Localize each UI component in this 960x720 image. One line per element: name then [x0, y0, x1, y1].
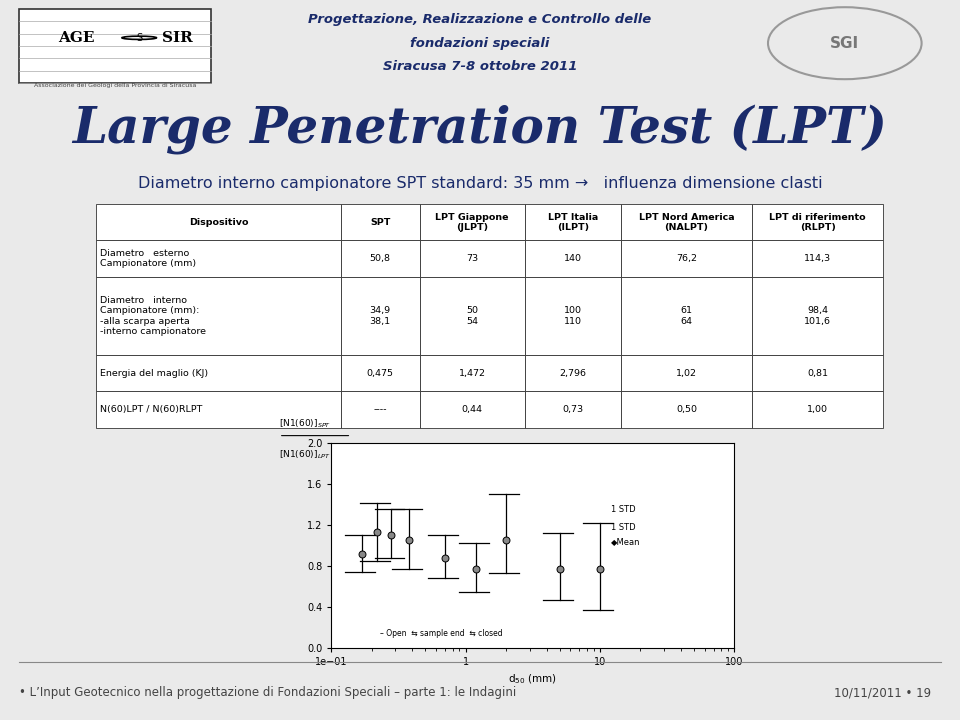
Bar [96, 204, 341, 240]
Text: N(60)LPT / N(60)RLPT: N(60)LPT / N(60)RLPT [100, 405, 203, 414]
Bar [752, 276, 883, 356]
Bar [96, 392, 341, 428]
Bar [420, 356, 524, 392]
Bar [524, 356, 621, 392]
Text: SPT: SPT [370, 218, 391, 227]
Text: 100
110: 100 110 [564, 306, 582, 325]
Text: 140: 140 [564, 254, 582, 263]
Text: 76,2: 76,2 [676, 254, 697, 263]
Bar [621, 204, 752, 240]
Text: 1 STD: 1 STD [611, 523, 636, 532]
Text: – Open  ⇆ sample end  ⇆ closed: – Open ⇆ sample end ⇆ closed [379, 629, 502, 638]
Text: Siracusa 7-8 ottobre 2011: Siracusa 7-8 ottobre 2011 [383, 60, 577, 73]
Text: 0,81: 0,81 [807, 369, 828, 378]
Text: Large Penetration Test (LPT): Large Penetration Test (LPT) [73, 104, 887, 154]
Bar [420, 392, 524, 428]
Text: fondazioni speciali: fondazioni speciali [410, 37, 550, 50]
Text: AGE: AGE [59, 31, 95, 45]
Bar [96, 240, 341, 276]
Bar [621, 356, 752, 392]
Bar [341, 392, 420, 428]
Bar [524, 392, 621, 428]
Text: ◆Mean: ◆Mean [611, 537, 640, 546]
Text: 98,4
101,6: 98,4 101,6 [804, 306, 831, 325]
Bar [752, 204, 883, 240]
Text: LPT Italia
(ILPT): LPT Italia (ILPT) [547, 212, 598, 232]
Bar [752, 240, 883, 276]
Text: [N1(60)]$_{LPT}$: [N1(60)]$_{LPT}$ [278, 449, 330, 462]
Text: S: S [136, 33, 142, 42]
Text: [N1(60)]$_{SPT}$: [N1(60)]$_{SPT}$ [278, 418, 331, 431]
Bar [524, 240, 621, 276]
Text: Associazione dei Geologi della Provincia di Siracusa: Associazione dei Geologi della Provincia… [34, 83, 197, 88]
Bar [524, 204, 621, 240]
Text: 0,50: 0,50 [676, 405, 697, 414]
Bar [341, 240, 420, 276]
Bar [420, 276, 524, 356]
Text: 34,9
38,1: 34,9 38,1 [370, 306, 391, 325]
Text: LPT di riferimento
(RLPT): LPT di riferimento (RLPT) [769, 212, 866, 232]
Text: 50,8: 50,8 [370, 254, 391, 263]
Text: 0,44: 0,44 [462, 405, 483, 414]
Text: 0,73: 0,73 [563, 405, 584, 414]
Text: Diametro   esterno
Campionatore (mm): Diametro esterno Campionatore (mm) [100, 249, 196, 269]
Bar [621, 276, 752, 356]
Bar [752, 356, 883, 392]
X-axis label: d$_{50}$ (mm): d$_{50}$ (mm) [509, 672, 557, 686]
Text: Energia del maglio (KJ): Energia del maglio (KJ) [100, 369, 208, 378]
Text: Diametro interno campionatore SPT standard: 35 mm →   influenza dimensione clast: Diametro interno campionatore SPT standa… [137, 176, 823, 192]
Bar [621, 392, 752, 428]
Bar [96, 276, 341, 356]
Bar [524, 276, 621, 356]
Bar [420, 240, 524, 276]
Text: 2,796: 2,796 [559, 369, 587, 378]
Text: 73: 73 [466, 254, 478, 263]
Text: Progettazione, Realizzazione e Controllo delle: Progettazione, Realizzazione e Controllo… [308, 13, 652, 27]
Text: 1 STD: 1 STD [611, 505, 636, 514]
Text: Dispositivo: Dispositivo [189, 218, 249, 227]
Bar [621, 240, 752, 276]
Bar [752, 392, 883, 428]
Text: 61
64: 61 64 [681, 306, 692, 325]
Text: LPT Nord America
(NALPT): LPT Nord America (NALPT) [638, 212, 734, 232]
Text: Diametro   interno
Campionatore (mm):
-alla scarpa aperta
-interno campionatore: Diametro interno Campionatore (mm): -all… [100, 296, 205, 336]
Bar [420, 204, 524, 240]
Text: SIR: SIR [162, 31, 193, 45]
Text: SGI: SGI [830, 36, 859, 50]
Text: 114,3: 114,3 [804, 254, 831, 263]
Bar [341, 204, 420, 240]
Text: 0,475: 0,475 [367, 369, 394, 378]
Text: 1,00: 1,00 [807, 405, 828, 414]
Text: • L’Input Geotecnico nella progettazione di Fondazioni Speciali – parte 1: le In: • L’Input Geotecnico nella progettazione… [19, 686, 516, 699]
Text: 10/11/2011 • 19: 10/11/2011 • 19 [834, 686, 931, 699]
FancyBboxPatch shape [19, 9, 211, 83]
Text: 50
54: 50 54 [467, 306, 478, 325]
Text: ----: ---- [373, 405, 387, 414]
Bar [96, 356, 341, 392]
Text: LPT Giappone
(JLPT): LPT Giappone (JLPT) [435, 212, 509, 232]
Text: 1,02: 1,02 [676, 369, 697, 378]
Bar [341, 356, 420, 392]
Bar [341, 276, 420, 356]
Text: 1,472: 1,472 [459, 369, 486, 378]
